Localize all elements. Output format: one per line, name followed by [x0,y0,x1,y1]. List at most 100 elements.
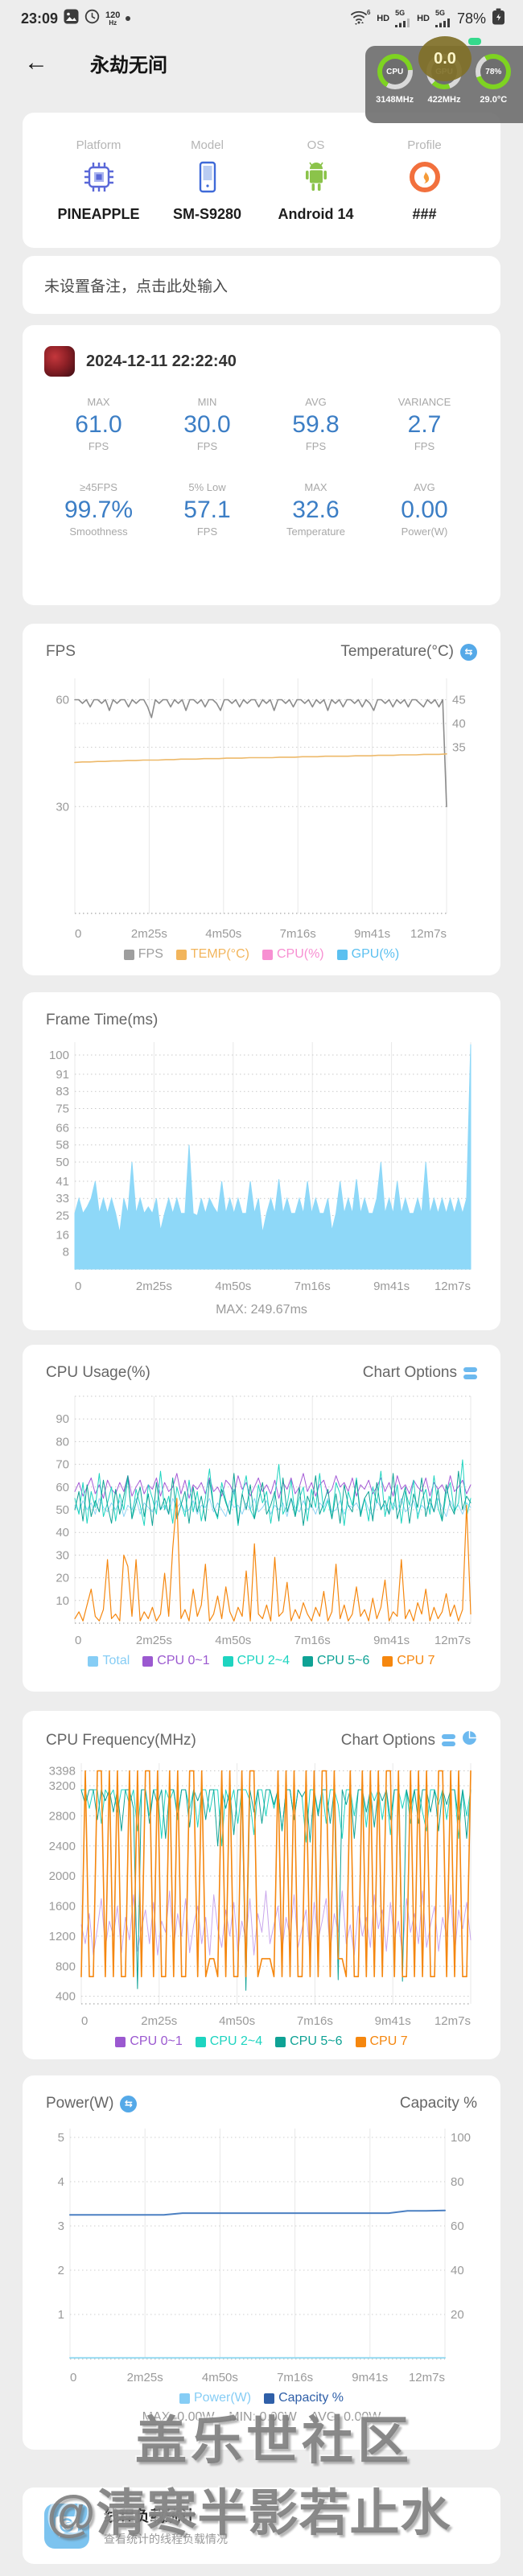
perf-monitor-overlay[interactable]: CPU 3148MHz GPU 422MHz 78% 29.0°C 0.0 [365,36,523,123]
legend-swatch [123,949,134,960]
android-icon [299,159,334,199]
legend-swatch [179,2393,190,2404]
sim2-hd-badge: HD [417,14,430,23]
svg-text:0: 0 [75,1634,81,1647]
cpu-usage-legend: Total CPU 0~1 CPU 2~4 CPU 5~6 CPU 7 [44,1654,479,1668]
alarm-icon [84,9,100,28]
legend-label: TEMP(°C) [190,947,249,961]
svg-text:75: 75 [56,1102,69,1115]
stats-grid: MAX 61.0 FPS MIN 30.0 FPS AVG 59.8 FPS VARIANC… [44,396,479,567]
power-chart-card: Power(W) ⇆ Capacity % 0 2m25s 4m50s 7m16s 9m… [23,2075,500,2450]
svg-text:10: 10 [56,1594,69,1608]
svg-text:45: 45 [452,694,466,707]
device-platform: Platform PINEAPPLE [57,138,140,222]
svg-text:4m50s: 4m50s [215,1634,251,1647]
stat-avg-power: AVG 0.00 Power(W) [401,481,448,538]
legend-swatch [262,949,273,960]
legend-item: CPU(%) [262,947,324,962]
refresh-rate-indicator: 120 Hz [105,10,121,27]
legend-label: CPU 7 [397,1654,435,1667]
legend-label: CPU 0~1 [157,1654,210,1667]
stat-min-fps: MIN 30.0 FPS [183,396,231,452]
power-capacity-chart[interactable]: 0 2m25s 4m50s 7m16s 9m41s 12m7s 5 4 3 2 1 100 80 60 40… [44,2117,479,2389]
svg-text:12m7s: 12m7s [410,927,447,941]
svg-text:7m16s: 7m16s [294,1280,331,1293]
sim2-signal-icon: 5G [434,10,451,27]
legend-swatch [336,949,348,960]
cpu-usage-chart-title: CPU Usage(%) [46,1364,150,1381]
session-stats-card: 2024-12-11 22:22:40 MAX 61.0 FPS MIN 30.0 FP… [23,325,500,605]
cpu-usage-chart[interactable]: 0 2m25s 4m50s 7m16s 9m41s 12m7s 90 80 70 60 50 40 30… [44,1387,479,1652]
legend-label: CPU 2~4 [237,1654,290,1667]
page-title: 永劫无间 [90,54,167,76]
svg-text:80: 80 [56,1435,69,1449]
svg-text:4m50s: 4m50s [215,1280,251,1293]
svg-text:35: 35 [452,741,466,755]
legend-swatch [195,2036,206,2047]
legend-item: CPU 5~6 [303,1654,369,1668]
device-os: OS Android 14 [278,138,354,222]
svg-text:9m41s: 9m41s [373,1280,410,1293]
legend-label: CPU 7 [369,2034,408,2048]
svg-text:80: 80 [451,2175,464,2189]
legend-item: TEMP(°C) [175,947,249,962]
legend-item: CPU 2~4 [195,2034,262,2049]
note-input-card[interactable]: 未设置备注，点击此处输入 [23,256,500,314]
battery-charging-icon [492,8,505,29]
svg-text:30: 30 [56,1548,69,1562]
svg-text:7m16s: 7m16s [277,2371,313,2384]
power-stats-label: MAX: 0.00W MIN: 0.00W AVG: 0.00W [142,2410,381,2424]
legend-item: CPU 5~6 [275,2034,343,2049]
svg-text:2400: 2400 [49,1840,76,1853]
svg-text:7m16s: 7m16s [294,1634,331,1647]
thread-load-title: 线程负载统计 [104,2508,196,2525]
svg-text:4m50s: 4m50s [219,2014,255,2028]
chart-options-icon[interactable] [463,1366,477,1379]
svg-text:2m25s: 2m25s [136,1280,172,1293]
frametime-chart[interactable]: 0 2m25s 4m50s 7m16s 9m41s 12m7s 100 91 83 75 66 58 5… [44,1034,479,1298]
chart-options-icon[interactable] [442,1734,455,1746]
svg-text:58: 58 [56,1139,69,1152]
pie-chart-icon[interactable] [462,1729,478,1750]
fps-temperature-chart[interactable]: 0 2m25s 4m50s 7m16s 9m41s 12m7s 60 30 45 40 35 [44,666,479,946]
svg-text:3398: 3398 [49,1765,76,1778]
svg-text:7m16s: 7m16s [280,927,316,941]
sim1-hd-badge: HD [377,14,390,23]
svg-text:0: 0 [81,2014,88,2028]
status-bar: 23:09 120 Hz 6 HD 5G HD 5G 78% [0,0,523,32]
chart-options-label: Chart Options [340,1731,435,1749]
svg-text:20: 20 [451,2308,464,2322]
legend-label: CPU 0~1 [130,2034,183,2048]
back-button[interactable]: ← [24,49,48,76]
svg-text:800: 800 [56,1960,76,1973]
svg-text:@: @ [64,2520,73,2531]
legend-label: FPS [138,947,163,961]
svg-text:60: 60 [56,1481,69,1494]
chip-icon [81,159,117,199]
svg-text:100: 100 [451,2131,471,2145]
stat-max-fps: MAX 61.0 FPS [75,396,122,452]
svg-text:2m25s: 2m25s [127,2371,163,2384]
battery-gauge-ring: 78% [476,54,512,89]
legend-swatch [382,1655,393,1667]
fps-chart-legend: FPS TEMP(°C) CPU(%) GPU(%) [44,947,479,962]
battery-gauge-value: 78% [480,59,507,84]
legend-label: Total [102,1654,130,1667]
swap-axis-icon[interactable]: ⇆ [120,2095,138,2112]
battery-percent: 78% [456,10,486,27]
svg-text:30: 30 [56,800,69,814]
legend-swatch [88,1655,99,1667]
svg-text:70: 70 [56,1458,69,1472]
svg-text:12m7s: 12m7s [434,2014,471,2028]
thread-load-card[interactable]: @ 线程负载统计 查看统计的线程负载情况 [23,2487,500,2564]
legend-item: CPU 0~1 [115,2034,183,2049]
svg-text:3200: 3200 [49,1779,76,1793]
device-temp-label: 29.0°C [480,95,508,105]
svg-text:90: 90 [56,1412,69,1426]
svg-text:40: 40 [56,1526,69,1539]
swap-axis-icon[interactable]: ⇆ [460,643,477,661]
temperature-axis-title: Temperature(°C) [340,643,454,660]
legend-swatch [115,2036,126,2047]
stat-avg-fps: AVG 59.8 FPS [292,396,340,452]
